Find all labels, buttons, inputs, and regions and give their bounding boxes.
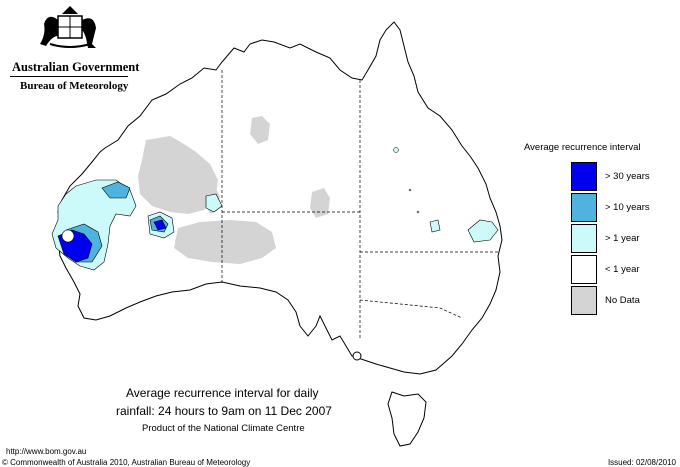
commonwealth-coat-of-arms-icon — [40, 6, 96, 48]
legend-swatch — [571, 255, 597, 284]
bom-website-link[interactable]: http://www.bom.gov.au — [6, 447, 87, 456]
legend-label: > 30 years — [605, 171, 650, 182]
legend-label: < 1 year — [605, 264, 640, 275]
legend-label: > 10 years — [605, 202, 650, 213]
kangaroo-island — [352, 351, 362, 361]
white-hole-region — [61, 229, 75, 243]
legend-swatch — [571, 193, 597, 222]
bureau-name: Bureau of Meteorology — [20, 80, 129, 92]
legend-item-30-years: > 30 years — [571, 162, 671, 192]
map-title-line-1: Average recurrence interval for daily — [126, 386, 319, 400]
copyright-notice: © Commonwealth of Australia 2010, Austra… — [2, 458, 251, 467]
legend-swatch — [571, 224, 597, 253]
legend-label: > 1 year — [605, 233, 640, 244]
legend-item-10-years: > 10 years — [571, 193, 671, 223]
map-title-line-2: rainfall: 24 hours to 9am on 11 Dec 2007 — [116, 404, 332, 418]
tasmania-outline — [387, 391, 427, 447]
mainland-outline — [57, 21, 503, 375]
product-credit: Product of the National Climate Centre — [142, 423, 305, 434]
legend-title: Average recurrence interval — [524, 142, 641, 153]
issued-date: Issued: 02/08/2010 — [607, 458, 676, 467]
legend-item-1-year: > 1 year — [571, 224, 671, 254]
legend-swatch — [571, 286, 597, 315]
state-borders — [221, 70, 500, 338]
legend-item-under-1-year: < 1 year — [571, 255, 671, 285]
header-divider — [10, 76, 128, 77]
small-islands — [393, 147, 420, 214]
legend-label: No Data — [605, 295, 640, 306]
legend-item-no-data: No Data — [571, 286, 671, 316]
organisation-name: Australian Government — [12, 60, 140, 74]
legend-swatch — [571, 162, 597, 191]
